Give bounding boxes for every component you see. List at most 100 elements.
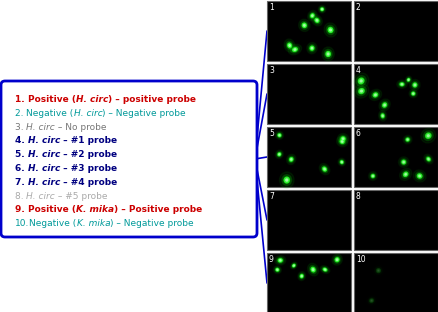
- Ellipse shape: [403, 172, 407, 176]
- Ellipse shape: [290, 262, 297, 269]
- Ellipse shape: [306, 42, 316, 54]
- Ellipse shape: [329, 29, 331, 31]
- Ellipse shape: [367, 172, 377, 180]
- Ellipse shape: [380, 114, 384, 118]
- Ellipse shape: [309, 266, 316, 274]
- Ellipse shape: [285, 179, 287, 181]
- Text: Negative (: Negative (: [29, 219, 77, 228]
- Ellipse shape: [413, 84, 415, 86]
- Ellipse shape: [322, 167, 325, 171]
- Text: 8.: 8.: [15, 192, 26, 201]
- Ellipse shape: [410, 91, 415, 96]
- Ellipse shape: [288, 44, 301, 55]
- Ellipse shape: [340, 161, 342, 163]
- Ellipse shape: [300, 21, 307, 29]
- Bar: [353, 253, 437, 312]
- Text: 6.: 6.: [15, 164, 28, 173]
- Ellipse shape: [315, 20, 317, 21]
- Ellipse shape: [274, 256, 285, 265]
- Ellipse shape: [398, 157, 408, 168]
- Ellipse shape: [281, 175, 291, 185]
- Text: 8: 8: [355, 192, 360, 201]
- Text: 6: 6: [355, 129, 360, 138]
- Ellipse shape: [355, 76, 365, 86]
- Ellipse shape: [377, 270, 378, 271]
- Text: 4.: 4.: [15, 136, 28, 145]
- Ellipse shape: [320, 165, 327, 173]
- Ellipse shape: [371, 91, 379, 99]
- Ellipse shape: [424, 133, 431, 139]
- Text: 10.: 10.: [15, 219, 29, 228]
- Ellipse shape: [274, 267, 279, 272]
- Ellipse shape: [335, 258, 338, 261]
- Ellipse shape: [380, 101, 388, 109]
- Ellipse shape: [279, 260, 280, 261]
- Ellipse shape: [372, 93, 377, 97]
- Ellipse shape: [402, 172, 407, 177]
- Text: K. mika: K. mika: [76, 205, 114, 214]
- Ellipse shape: [426, 135, 428, 137]
- Ellipse shape: [412, 83, 416, 87]
- Ellipse shape: [399, 83, 403, 86]
- Ellipse shape: [309, 46, 314, 51]
- Ellipse shape: [325, 51, 330, 57]
- Ellipse shape: [411, 92, 414, 95]
- Ellipse shape: [323, 268, 326, 271]
- Ellipse shape: [277, 134, 280, 137]
- Ellipse shape: [288, 45, 290, 46]
- Ellipse shape: [320, 8, 323, 11]
- Ellipse shape: [300, 275, 302, 278]
- Ellipse shape: [399, 168, 411, 180]
- Ellipse shape: [289, 157, 293, 162]
- Ellipse shape: [376, 269, 379, 273]
- Ellipse shape: [420, 129, 435, 143]
- Ellipse shape: [276, 257, 283, 264]
- Ellipse shape: [378, 110, 386, 121]
- Ellipse shape: [353, 84, 368, 98]
- Ellipse shape: [275, 131, 283, 139]
- Text: 2: 2: [355, 3, 360, 12]
- Ellipse shape: [310, 46, 313, 50]
- Ellipse shape: [381, 102, 386, 108]
- Ellipse shape: [319, 7, 324, 12]
- Ellipse shape: [307, 10, 316, 21]
- Ellipse shape: [399, 158, 406, 166]
- Ellipse shape: [321, 9, 322, 10]
- Text: – #5 probe: – #5 probe: [55, 192, 107, 201]
- Ellipse shape: [337, 134, 348, 144]
- Ellipse shape: [427, 158, 428, 160]
- Ellipse shape: [279, 172, 293, 188]
- Text: K. mika: K. mika: [77, 219, 110, 228]
- Ellipse shape: [301, 23, 306, 28]
- Ellipse shape: [334, 257, 339, 262]
- Ellipse shape: [321, 47, 333, 61]
- Bar: [266, 1, 350, 61]
- Ellipse shape: [423, 154, 432, 164]
- Bar: [266, 127, 350, 187]
- Ellipse shape: [406, 79, 409, 81]
- Text: – #1 probe: – #1 probe: [60, 136, 117, 145]
- Ellipse shape: [336, 259, 337, 261]
- Text: 2.: 2.: [15, 109, 26, 118]
- Ellipse shape: [422, 131, 432, 141]
- Ellipse shape: [370, 174, 374, 178]
- Ellipse shape: [333, 256, 340, 263]
- Ellipse shape: [285, 41, 293, 50]
- Ellipse shape: [277, 153, 280, 156]
- Ellipse shape: [286, 43, 291, 48]
- Ellipse shape: [381, 115, 382, 116]
- Text: 4: 4: [355, 66, 360, 75]
- Ellipse shape: [357, 77, 364, 84]
- Ellipse shape: [278, 135, 279, 136]
- Ellipse shape: [308, 44, 315, 52]
- Ellipse shape: [338, 138, 345, 145]
- Ellipse shape: [360, 90, 362, 92]
- Ellipse shape: [404, 137, 410, 143]
- Ellipse shape: [319, 266, 329, 274]
- Ellipse shape: [353, 73, 368, 89]
- Ellipse shape: [381, 114, 383, 118]
- Ellipse shape: [406, 139, 407, 140]
- Ellipse shape: [425, 133, 430, 138]
- Text: H. circ: H. circ: [28, 178, 60, 187]
- Ellipse shape: [311, 15, 321, 26]
